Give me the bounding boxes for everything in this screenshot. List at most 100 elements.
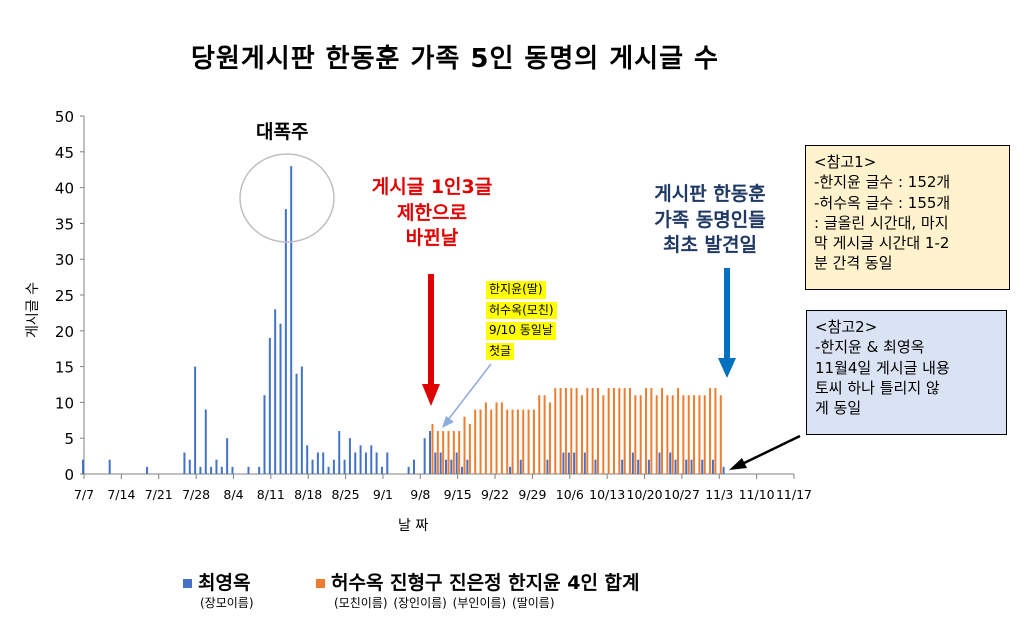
bar-choi bbox=[263, 395, 266, 474]
bar-4person bbox=[698, 395, 701, 474]
legend-item-series-1: 최영옥 bbox=[183, 568, 250, 595]
bar-4person bbox=[602, 395, 605, 474]
bar-choi bbox=[669, 452, 672, 474]
legend-item-series-2: 허수옥 진형구 진은정 한지윤 4인 합계 bbox=[316, 568, 640, 595]
bar-4person bbox=[612, 388, 615, 474]
bar-choi bbox=[386, 452, 389, 474]
ref2-line-2: -한지윤 & 최영옥 bbox=[815, 338, 925, 357]
bar-4person bbox=[500, 402, 503, 474]
bar-choi bbox=[274, 309, 277, 474]
bar-4person bbox=[516, 409, 519, 474]
spike-circle bbox=[239, 153, 335, 243]
bar-choi bbox=[300, 366, 303, 474]
bar-choi bbox=[247, 466, 250, 474]
bar-4person bbox=[645, 388, 648, 474]
bar-choi bbox=[327, 466, 330, 474]
blue-note-line-1: 게시판 한동훈 bbox=[654, 183, 766, 205]
x-axis-label: 날 짜 bbox=[398, 518, 429, 534]
x-tick-label: 7/21 bbox=[145, 487, 173, 502]
bar-4person bbox=[618, 388, 621, 474]
x-tick-label: 10/6 bbox=[556, 487, 584, 502]
blue-note-line-3: 최초 발견일 bbox=[662, 234, 757, 257]
bar-4person bbox=[554, 388, 557, 474]
chart-title: 당원게시판 한동훈 가족 5인 동명의 게시글 수 bbox=[191, 44, 719, 74]
ref1-line-3: -허수옥 글수 : 155개 bbox=[814, 193, 951, 212]
series-4person-bars bbox=[431, 388, 722, 474]
bar-choi bbox=[509, 466, 512, 474]
x-tick-label: 9/8 bbox=[410, 487, 430, 502]
bar-choi bbox=[562, 452, 565, 474]
bar-choi bbox=[343, 459, 346, 474]
bar-4person bbox=[463, 416, 466, 474]
x-tick-label: 11/10 bbox=[739, 487, 775, 502]
x-tick-label: 11/17 bbox=[776, 487, 812, 502]
bar-choi bbox=[546, 459, 549, 474]
bar-4person bbox=[468, 423, 471, 474]
x-tick-label: 10/27 bbox=[664, 487, 700, 502]
y-tick-label: 20 bbox=[55, 323, 74, 341]
bar-choi bbox=[204, 409, 207, 474]
ref2-line-3: 11월4일 게시글 내용 bbox=[815, 358, 950, 377]
blue-note: 게시판 한동훈 가족 동명인들 최초 발견일 bbox=[620, 182, 800, 259]
ref1-line-6: 분 간격 동일 bbox=[814, 254, 893, 273]
legend-sub-series-2: (모친이름) (장인이름) (부인이름) (딸이름) bbox=[334, 596, 555, 610]
bar-choi bbox=[332, 459, 335, 474]
bar-choi bbox=[306, 445, 309, 474]
bar-4person bbox=[719, 395, 722, 474]
red-arrow-head bbox=[422, 384, 440, 406]
y-tick-label: 25 bbox=[55, 287, 74, 305]
legend-swatch-blue bbox=[183, 579, 192, 588]
red-note: 게시글 1인3글 제한으로 바뀐날 bbox=[352, 175, 512, 252]
blue-note-line-2: 가족 동명인들 bbox=[654, 208, 766, 231]
bar-choi bbox=[711, 459, 714, 474]
ref2-pointer bbox=[739, 434, 801, 467]
blue-arrow-head bbox=[718, 358, 736, 378]
bar-choi bbox=[284, 209, 287, 474]
ref1-line-5: 막 게시글 시간대 1-2 bbox=[814, 234, 950, 252]
bar-4person bbox=[559, 388, 562, 474]
bar-choi bbox=[461, 466, 464, 474]
y-tick-label: 45 bbox=[55, 144, 74, 162]
yellow-note-line-4: 첫글 bbox=[486, 342, 515, 361]
red-note-line-3: 바뀐날 bbox=[405, 227, 459, 250]
x-tick-label: 11/3 bbox=[705, 487, 733, 502]
bar-choi bbox=[519, 459, 522, 474]
bar-4person bbox=[586, 388, 589, 474]
bar-4person bbox=[650, 388, 653, 474]
chart-overlay bbox=[239, 153, 801, 470]
x-tick-label: 8/4 bbox=[223, 487, 243, 502]
bar-4person bbox=[682, 395, 685, 474]
bar-choi bbox=[194, 366, 197, 474]
y-tick-label: 30 bbox=[55, 251, 74, 269]
bar-4person bbox=[436, 431, 439, 474]
yellow-note: 한지윤(딸) 허수옥(모친) 9/10 동일날 첫글 bbox=[486, 278, 557, 361]
bar-choi bbox=[290, 166, 293, 474]
bar-choi bbox=[594, 459, 597, 474]
legend-label-series-2: 허수옥 진형구 진은정 한지윤 4인 합계 bbox=[331, 572, 640, 594]
ref2-line-4: 토씨 하나 틀리지 않 bbox=[815, 378, 940, 397]
ref2-pointer-head bbox=[729, 458, 747, 470]
yellow-note-line-1: 한지윤(딸) bbox=[486, 281, 546, 299]
bar-4person bbox=[543, 395, 546, 474]
bar-4person bbox=[442, 431, 445, 474]
bar-choi bbox=[674, 459, 677, 474]
bar-choi bbox=[231, 466, 234, 474]
bar-4person bbox=[639, 395, 642, 474]
bar-4person bbox=[532, 409, 535, 474]
bar-4person bbox=[548, 402, 551, 474]
bar-4person bbox=[687, 395, 690, 474]
bar-choi bbox=[423, 438, 426, 474]
bar-choi bbox=[258, 466, 261, 474]
red-arrow-shaft bbox=[428, 274, 434, 384]
bar-choi bbox=[685, 459, 688, 474]
reference-box-1: <참고1> -한지윤 글수 : 152개 -허수옥 글수 : 155개 : 글올… bbox=[805, 145, 1010, 290]
bar-choi bbox=[722, 466, 725, 474]
bar-choi bbox=[295, 373, 298, 474]
bar-4person bbox=[522, 409, 525, 474]
bar-choi bbox=[348, 438, 351, 474]
yellow-note-line-2: 허수옥(모친) bbox=[486, 301, 557, 320]
y-tick-label: 40 bbox=[55, 180, 74, 198]
bar-choi bbox=[375, 452, 378, 474]
spike-label: 대폭주 bbox=[256, 121, 309, 143]
ref1-line-1: <참고1> bbox=[814, 153, 877, 171]
